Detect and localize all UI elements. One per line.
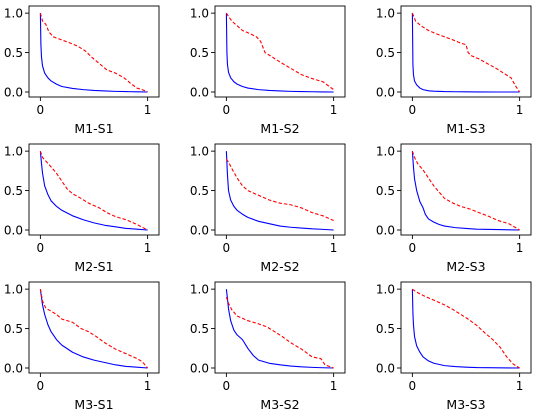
panel-title: M1-S2 xyxy=(260,121,299,136)
series-line-solid xyxy=(225,151,334,231)
y-tick-label: 0.5 xyxy=(4,322,23,336)
series-line-dashed xyxy=(411,150,520,231)
series-line-solid xyxy=(225,13,334,93)
subplot-panel: 0.0 0.5 1.0 0 1 M2-S1 xyxy=(4,143,160,274)
y-tick-label: 1.0 xyxy=(190,144,209,158)
subplot-panel: 0.0 0.5 1.0 0 1 M3-S1 xyxy=(4,281,160,412)
y-tick-label: 0.0 xyxy=(190,361,209,375)
x-tick-label: 0 xyxy=(223,379,231,393)
x-tick-label: 1 xyxy=(144,241,152,255)
y-tick-label: 0.0 xyxy=(190,223,209,237)
series-line-dashed xyxy=(225,12,334,91)
x-tick-label: 0 xyxy=(409,379,417,393)
y-tick-label: 0.0 xyxy=(4,85,23,99)
y-tick-label: 0.0 xyxy=(4,361,23,375)
y-tick-label: 0.5 xyxy=(190,46,209,60)
axes-frame xyxy=(214,143,346,236)
subplot-panel: 0.0 0.5 1.0 0 1 M2-S3 xyxy=(376,143,532,274)
x-tick-label: 1 xyxy=(330,241,338,255)
x-tick-label: 1 xyxy=(516,241,524,255)
series-line-dashed xyxy=(39,12,148,93)
subplot-panel: 0.0 0.5 1.0 0 1 M2-S2 xyxy=(190,143,346,274)
series-line-dashed xyxy=(39,150,148,231)
series-line-solid xyxy=(39,151,148,231)
series-line-solid xyxy=(411,151,520,231)
y-tick-label: 0.5 xyxy=(4,46,23,60)
y-tick-label: 1.0 xyxy=(190,282,209,296)
y-tick-label: 0.5 xyxy=(376,46,395,60)
axes-frame xyxy=(400,143,532,236)
axes-frame xyxy=(28,5,160,98)
x-tick-label: 0 xyxy=(37,241,45,255)
axes-frame xyxy=(28,281,160,374)
series-line-dashed xyxy=(39,289,149,369)
series-line-dashed xyxy=(225,296,334,369)
x-tick-label: 0 xyxy=(223,241,231,255)
series-line-solid xyxy=(411,13,520,93)
axes-frame xyxy=(28,143,160,236)
panel-title: M2-S2 xyxy=(260,259,299,274)
axes-frame xyxy=(214,281,346,374)
subplot-panel: 0.0 0.5 1.0 0 1 M3-S3 xyxy=(376,281,532,412)
x-tick-label: 1 xyxy=(516,379,524,393)
y-tick-label: 1.0 xyxy=(4,282,23,296)
series-line-solid xyxy=(411,289,520,369)
y-tick-label: 0.0 xyxy=(4,223,23,237)
series-line-dashed xyxy=(411,12,521,93)
panel-title: M1-S3 xyxy=(446,121,485,136)
x-tick-label: 1 xyxy=(144,379,152,393)
panel-title: M3-S2 xyxy=(260,397,299,412)
axes-frame xyxy=(214,5,346,98)
x-tick-label: 0 xyxy=(37,103,45,117)
x-tick-label: 1 xyxy=(516,103,524,117)
axes-frame xyxy=(400,281,532,374)
axes-frame xyxy=(400,5,532,98)
y-tick-label: 1.0 xyxy=(376,282,395,296)
series-line-dashed xyxy=(225,158,334,222)
panel-title: M3-S3 xyxy=(446,397,485,412)
subplot-panel: 0.0 0.5 1.0 0 1 M3-S2 xyxy=(190,281,346,412)
x-tick-label: 1 xyxy=(330,103,338,117)
series-line-solid xyxy=(39,13,148,93)
y-tick-label: 0.0 xyxy=(376,223,395,237)
y-tick-label: 1.0 xyxy=(4,144,23,158)
panel-title: M2-S3 xyxy=(446,259,485,274)
series-line-dashed xyxy=(412,288,520,369)
series-line-solid xyxy=(225,289,334,369)
y-tick-label: 0.5 xyxy=(190,184,209,198)
x-tick-label: 0 xyxy=(409,241,417,255)
y-tick-label: 1.0 xyxy=(376,6,395,20)
x-tick-label: 0 xyxy=(223,103,231,117)
y-tick-label: 1.0 xyxy=(376,144,395,158)
subplot-panel: 0.0 0.5 1.0 0 1 M1-S1 xyxy=(4,5,160,136)
panel-title: M1-S1 xyxy=(74,121,113,136)
subplot-panel: 0.0 0.5 1.0 0 1 M1-S3 xyxy=(376,5,532,136)
x-tick-label: 1 xyxy=(330,379,338,393)
y-tick-label: 0.5 xyxy=(190,322,209,336)
series-line-solid xyxy=(39,289,148,369)
y-tick-label: 1.0 xyxy=(190,6,209,20)
x-tick-label: 1 xyxy=(144,103,152,117)
y-tick-label: 0.0 xyxy=(376,85,395,99)
x-tick-label: 0 xyxy=(37,379,45,393)
y-tick-label: 1.0 xyxy=(4,6,23,20)
panel-title: M2-S1 xyxy=(74,259,113,274)
y-tick-label: 0.0 xyxy=(190,85,209,99)
x-tick-label: 0 xyxy=(409,103,417,117)
y-tick-label: 0.0 xyxy=(376,361,395,375)
y-tick-label: 0.5 xyxy=(4,184,23,198)
subplot-panel: 0.0 0.5 1.0 0 1 M1-S2 xyxy=(190,5,346,136)
y-tick-label: 0.5 xyxy=(376,322,395,336)
panel-title: M3-S1 xyxy=(74,397,113,412)
y-tick-label: 0.5 xyxy=(376,184,395,198)
